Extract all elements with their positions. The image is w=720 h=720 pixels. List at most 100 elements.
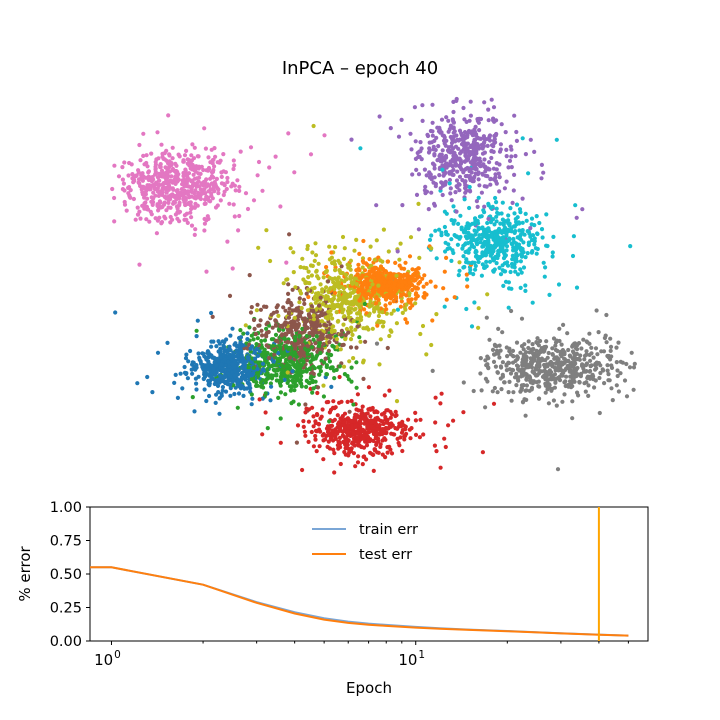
scatter-point [241,331,246,336]
scatter-point [300,350,305,355]
scatter-point [112,219,117,224]
scatter-point [399,293,404,298]
scatter-point [182,213,187,218]
scatter-point [303,433,308,438]
scatter-point [518,247,524,252]
scatter-point [315,291,320,296]
scatter-point [220,385,225,390]
scatter-point [140,203,145,208]
scatter-point [532,355,537,360]
scatter-point [454,209,459,214]
scatter-point [447,170,452,175]
scatter-point [314,449,319,454]
scatter-point [313,253,319,258]
scatter-point [443,153,449,159]
scatter-point [442,224,447,230]
scatter-point [523,283,528,288]
scatter-point [194,334,199,339]
scatter-point [492,385,497,391]
scatter-point [260,188,265,193]
scatter-point [523,413,528,418]
scatter-point [354,385,359,390]
scatter-point [311,386,316,391]
scatter-point [392,432,397,437]
scatter-point [492,243,497,248]
scatter-point [145,164,150,169]
scatter-point [301,265,307,270]
scatter-point [397,421,402,426]
scatter-point [539,162,545,167]
scatter-point [469,161,474,166]
scatter-point [221,192,226,198]
scatter-point [586,383,591,388]
scatter-point [407,291,412,296]
scatter-point [555,467,561,472]
scatter-point [444,232,449,237]
scatter-point [110,186,115,192]
scatter-point [328,366,333,371]
scatter-point [246,372,251,377]
scatter-point [449,140,455,146]
scatter-point [494,261,499,266]
scatter-point [396,134,402,139]
scatter-point [497,189,502,194]
scatter-point [313,241,318,246]
scatter-point [615,373,620,379]
scatter-point [553,343,558,348]
scatter-point [204,269,209,274]
scatter-point [221,181,226,186]
scatter-point [481,141,486,146]
scatter-point [614,383,619,388]
scatter-point [489,230,494,235]
scatter-point [506,390,511,395]
scatter-point [190,142,195,147]
scatter-point [416,281,421,286]
scatter-point [353,423,358,428]
scatter-point [206,167,212,172]
scatter-point [357,298,362,303]
scatter-point [495,255,500,261]
scatter-point [518,285,523,290]
scatter-point [329,329,334,334]
scatter-point [232,391,237,397]
scatter-point [618,371,623,376]
scatter-point [431,180,436,185]
scatter-point [133,217,138,222]
scatter-point [467,168,472,173]
scatter-point [346,330,351,335]
scatter-point [434,312,439,317]
scatter-point [144,153,149,158]
scatter-point [543,390,548,395]
scatter-point [475,204,480,209]
scatter-point [442,171,447,177]
scatter-point [417,435,422,440]
scatter-point [375,426,380,431]
scatter-point [596,361,602,366]
scatter-point [454,133,459,138]
scatter-point [297,300,302,305]
scatter-point [336,275,341,280]
legend: train err test err [312,522,418,563]
scatter-point [343,336,348,341]
scatter-point [559,342,564,347]
scatter-point [473,124,478,129]
scatter-point [246,365,251,370]
scatter-point [196,164,202,169]
scatter-point [432,201,437,206]
scatter-point [294,354,299,359]
scatter-point [285,380,290,385]
scatter-point [442,304,447,309]
scatter-point [591,355,596,360]
scatter-point [348,267,353,272]
scatter-point [186,359,191,364]
scatter-point [448,186,453,191]
series-lines [90,566,629,637]
scatter-point [375,271,380,276]
scatter-point [514,363,520,368]
scatter-point [146,169,151,174]
scatter-point [566,347,571,353]
scatter-point [380,285,385,290]
scatter-point [116,174,122,179]
scatter-point [276,350,281,356]
scatter-point [301,419,306,424]
